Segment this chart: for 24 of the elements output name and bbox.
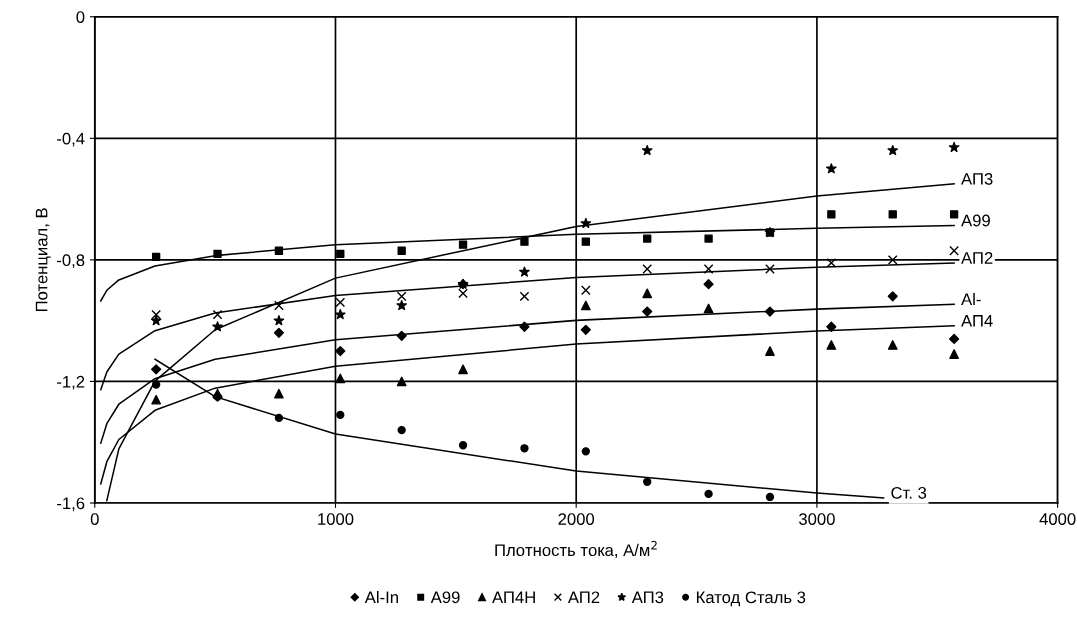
series-label: Al- bbox=[961, 292, 981, 305]
y-tick-label: -1,6 bbox=[57, 497, 85, 512]
legend-label: Катод Сталь 3 bbox=[696, 591, 806, 607]
legend-label: АП3 bbox=[631, 591, 664, 604]
x-axis-title: Плотность тока, А/м$^{2}$ bbox=[495, 540, 657, 559]
legend-label: Al-In bbox=[364, 590, 398, 604]
legend-label: А99 bbox=[430, 591, 460, 604]
x-tick-label: 2000 bbox=[558, 513, 595, 525]
series-label: АП4 bbox=[961, 315, 993, 327]
x-tick-label: 3000 bbox=[799, 513, 835, 525]
series-label: Ст. 3 bbox=[891, 486, 927, 499]
y-tick-label: 0 bbox=[76, 11, 85, 23]
x-tick-label: 1000 bbox=[318, 513, 354, 525]
legend-label: АП2 bbox=[567, 591, 600, 604]
y-tick-label: -0,8 bbox=[57, 254, 85, 269]
y-axis-title: Потенциал, В bbox=[35, 208, 51, 312]
y-tick-label: -1,2 bbox=[57, 375, 85, 390]
series-label: АП3 bbox=[961, 172, 993, 185]
x-tick-label: 0 bbox=[90, 513, 99, 525]
legend-label: АП4Н bbox=[492, 591, 535, 604]
x-tick-label: 4000 bbox=[1039, 513, 1076, 525]
y-tick-label: -0,4 bbox=[57, 132, 85, 147]
series-label: АП2 bbox=[961, 252, 993, 264]
series-label: А99 bbox=[961, 214, 990, 227]
